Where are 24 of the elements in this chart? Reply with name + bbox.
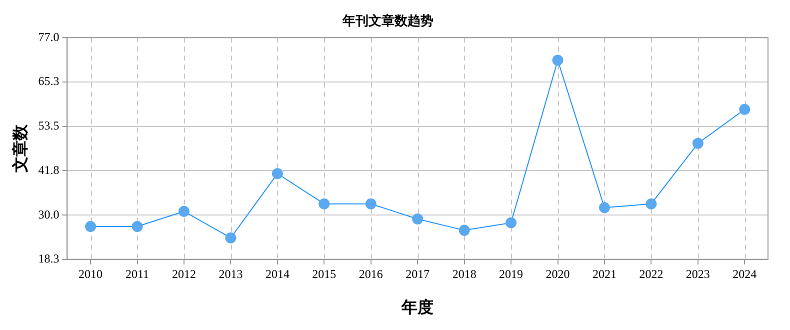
x-tick-label: 2016 (358, 266, 383, 281)
x-tick-label: 2020 (546, 266, 570, 281)
x-tick-label: 2017 (406, 266, 430, 281)
y-tick-label: 41.8 (38, 162, 60, 177)
y-axis-title: 文章数 (12, 124, 30, 174)
x-tick-label: 2018 (452, 266, 476, 281)
x-tick-label: 2013 (218, 266, 243, 281)
x-tick-label: 2023 (686, 266, 710, 281)
y-tick-label: 30.0 (38, 207, 60, 222)
x-tick-label: 2012 (172, 266, 196, 281)
x-tick-label: 2024 (732, 266, 757, 281)
chart-title: 年刊文章数趋势 (342, 13, 434, 28)
y-tick-label: 77.0 (38, 30, 60, 44)
x-tick-label: 2019 (499, 266, 524, 281)
x-tick-label: 2011 (126, 266, 150, 281)
y-tick-label: 53.5 (38, 118, 60, 133)
x-tick-label: 2022 (639, 266, 664, 281)
x-tick-label: 2015 (312, 266, 336, 281)
x-tick-label: 2014 (265, 266, 290, 281)
x-tick-label: 2010 (78, 266, 103, 281)
y-tick-label: 65.3 (38, 74, 60, 88)
x-axis-title: 年度 (400, 298, 434, 317)
x-tick-label: 2021 (592, 266, 616, 281)
y-tick-label: 18.3 (38, 252, 60, 266)
